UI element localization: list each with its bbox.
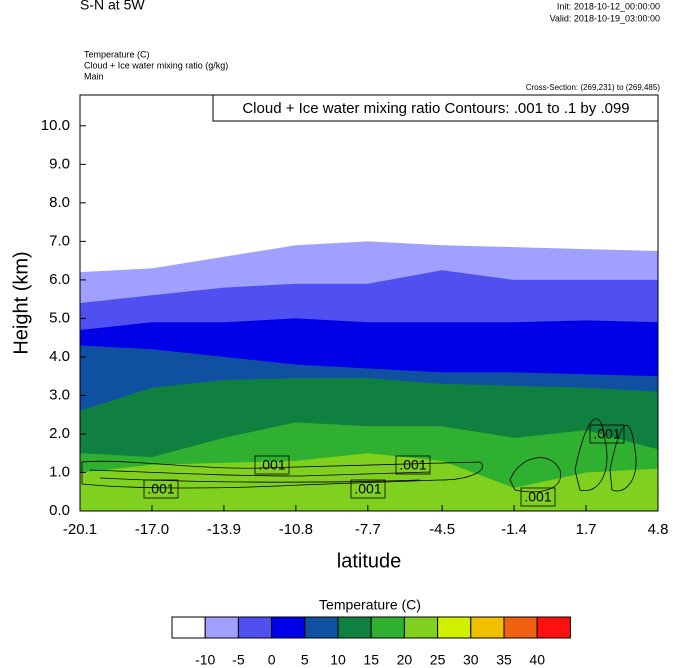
contour-label: .001 (524, 489, 551, 505)
colorbar-box (370, 616, 405, 639)
valid-time: Valid: 2018-10-19_03:00:00 (550, 13, 660, 23)
colorbar-label: 40 (529, 652, 545, 668)
colorbar-label: -10 (195, 652, 215, 668)
colorbar-box (403, 616, 439, 639)
x-tick-label: -1.4 (501, 521, 527, 538)
contour-line (89, 469, 431, 483)
y-tick-label: 2.0 (49, 425, 70, 442)
colorbar-label: 35 (496, 652, 512, 668)
contour-line (574, 418, 608, 491)
y-tick-label: 6.0 (49, 271, 70, 288)
colorbar-box (536, 616, 571, 639)
field-label: Main (84, 71, 104, 81)
contour-line (509, 457, 561, 493)
colorbar-box (271, 616, 306, 639)
y-tick-label: 3.0 (49, 386, 70, 403)
colorbar-box (237, 616, 273, 639)
plot-frame (79, 94, 659, 512)
x-tick-label: 1.7 (576, 521, 597, 538)
colorbar-label: 10 (330, 652, 346, 668)
contour-label-box (520, 487, 556, 507)
cross-section: Cross-Section: (269,231) to (269,485) (526, 83, 661, 92)
x-tick-label: -13.9 (207, 521, 241, 538)
contour-label: .001 (399, 457, 426, 473)
contour-label: .001 (258, 457, 285, 473)
y-tick-label: 4.0 (49, 348, 70, 365)
colorbar-box (337, 616, 372, 639)
contour-label: .001 (147, 481, 174, 497)
y-tick-label: 7.0 (49, 232, 70, 249)
contour-label-box (589, 424, 625, 444)
colorbar-label: 15 (363, 652, 379, 668)
field-label: Cloud + Ice water mixing ratio (g/kg) (84, 60, 228, 70)
x-tick-label: -20.1 (63, 521, 97, 538)
y-tick-label: 1.0 (49, 463, 70, 480)
contour-label-box (143, 479, 179, 499)
y-tick-label: 0.0 (49, 502, 70, 519)
y-tick-label: 9.0 (49, 155, 70, 172)
contour-line (609, 425, 637, 492)
x-tick-label: -7.7 (355, 521, 381, 538)
x-axis-label: latitude (337, 550, 402, 572)
contour-info: Cloud + Ice water mixing ratio Contours:… (242, 100, 629, 117)
colorbar-label: -5 (232, 652, 245, 668)
x-tick-label: 4.8 (648, 521, 669, 538)
chart-title: S-N at 5W (80, 0, 145, 13)
field-label: Temperature (C) (84, 49, 150, 59)
contour-label-box (350, 479, 386, 499)
colorbar-title: Temperature (C) (319, 597, 421, 613)
contour-label: .001 (354, 481, 381, 497)
y-tick-label: 5.0 (49, 309, 70, 326)
contour-label-box (395, 455, 431, 475)
colorbar-box (171, 616, 206, 639)
contour-label-box (254, 455, 290, 475)
colorbar-box (503, 616, 538, 639)
init-time: Init: 2018-10-12_00:00:00 (557, 1, 660, 11)
x-tick-label: -17.0 (135, 521, 169, 538)
colorbar-label: 25 (430, 652, 446, 668)
colorbar-box (437, 616, 472, 639)
colorbar-label: 5 (301, 652, 309, 668)
x-tick-label: -4.5 (429, 521, 455, 538)
y-tick-label: 8.0 (49, 194, 70, 211)
colorbar-label: 30 (463, 652, 479, 668)
x-tick-label: -10.8 (279, 521, 313, 538)
contour-label: .001 (593, 426, 620, 442)
colorbar-label: 20 (397, 652, 413, 668)
colorbar-box (470, 616, 505, 639)
colorbar-box (204, 616, 239, 639)
y-axis-label: Height (km) (10, 251, 32, 354)
colorbar-box (304, 616, 339, 639)
colorbar-label: 0 (268, 652, 276, 668)
y-tick-label: 10.0 (41, 117, 70, 134)
